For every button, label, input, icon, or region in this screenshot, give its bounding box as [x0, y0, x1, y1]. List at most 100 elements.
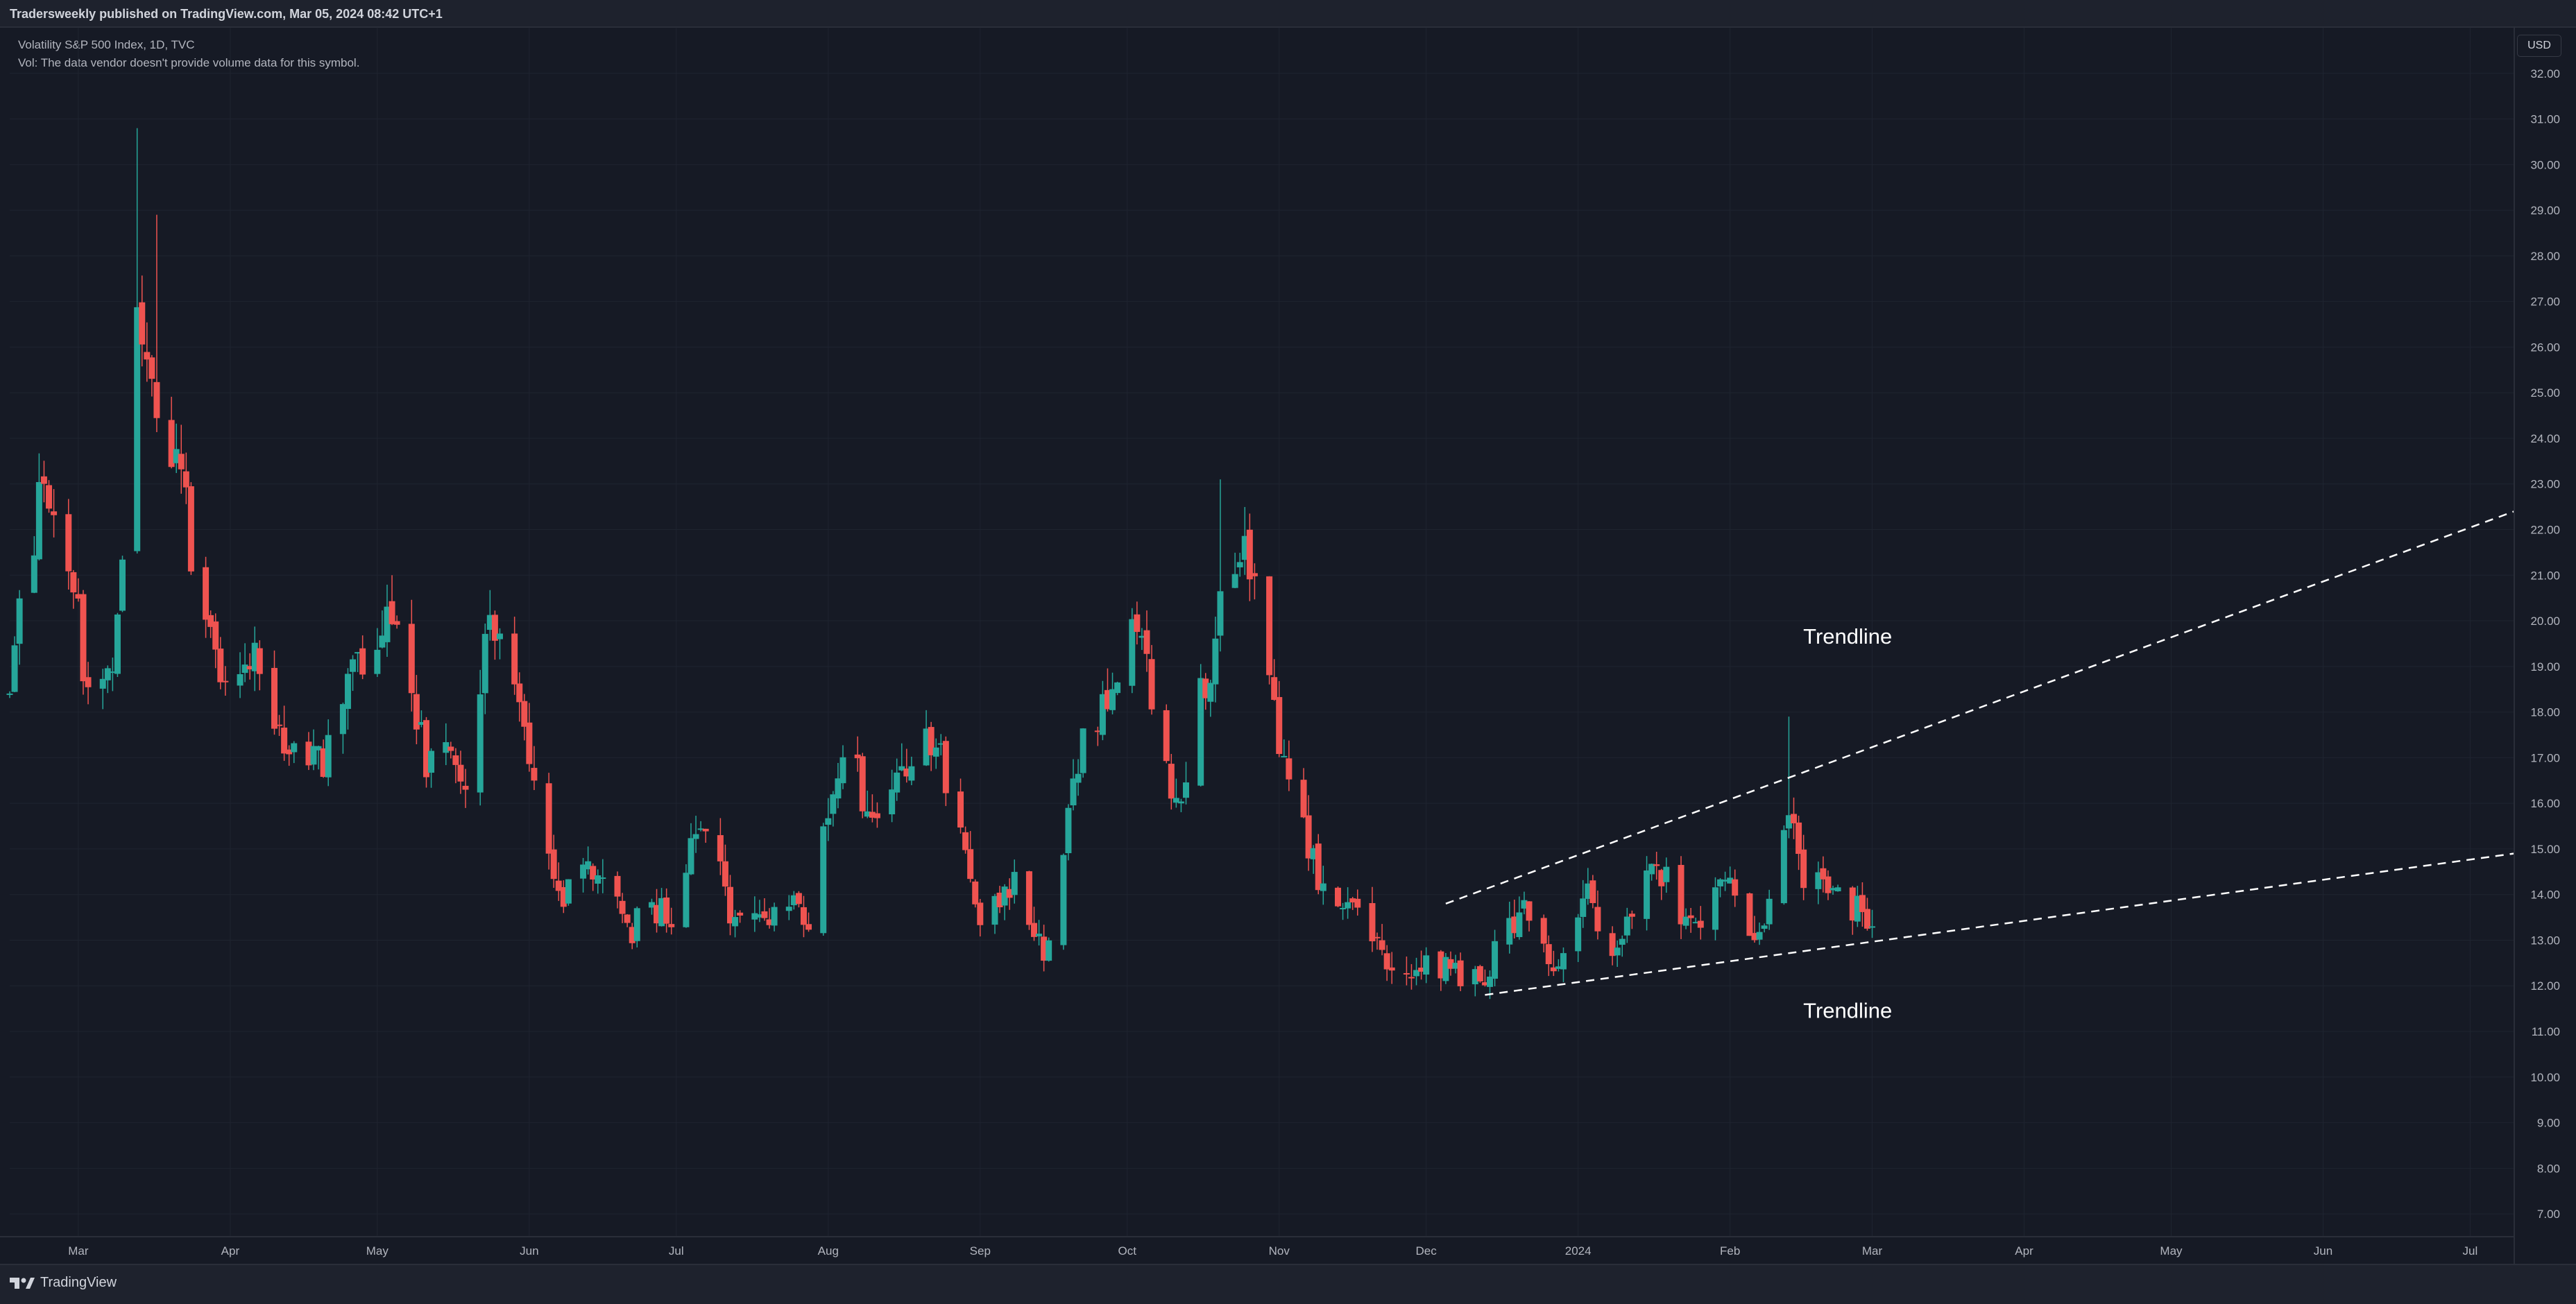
candle-body	[835, 778, 842, 799]
candle-body	[1114, 682, 1121, 694]
footer-bar: TradingView	[0, 1264, 2576, 1304]
candle-body	[1481, 982, 1488, 986]
candle-body	[413, 694, 420, 730]
candle-body	[957, 791, 964, 828]
price-tick-label: 27.00	[2530, 295, 2560, 309]
candle-body	[1863, 909, 1870, 929]
annotations: Trendline Trendline	[1803, 624, 1892, 1022]
symbol-title[interactable]: Volatility S&P 500 Index, 1D, TVC	[18, 38, 195, 51]
candle-body	[1320, 883, 1327, 891]
candle-body	[1340, 907, 1347, 909]
candle-body	[428, 750, 435, 773]
candle-body	[1374, 936, 1381, 938]
time-axis[interactable]: Mar Apr May Jun Jul Aug Sep Oct Nov Dec 2024 Feb Mar…	[68, 1244, 2477, 1258]
candle-body	[737, 912, 744, 916]
candle-body	[555, 880, 562, 891]
candle-body	[1516, 912, 1523, 938]
price-tick-label: 31.00	[2530, 113, 2560, 126]
candle-body	[114, 614, 121, 674]
candle-body	[668, 924, 675, 927]
candle-body	[187, 486, 194, 572]
candle-body	[1619, 938, 1626, 945]
candle-body	[1438, 951, 1444, 979]
candle-body	[864, 811, 871, 817]
time-tick-label: Feb	[1720, 1244, 1740, 1258]
candle-body	[1036, 934, 1043, 936]
candle-body	[702, 828, 709, 832]
candle-body	[408, 624, 415, 694]
candle-body	[1457, 960, 1464, 986]
candle-body	[1644, 870, 1650, 919]
candle-body	[1060, 855, 1067, 945]
price-axis[interactable]: 7.00 8.00 9.00 10.00 11.00 12.00 13.00 14.00 15.…	[2530, 67, 2560, 1221]
candle-body	[1305, 815, 1312, 859]
candle-body	[70, 572, 77, 593]
candle-body	[35, 482, 42, 560]
candle-body	[418, 722, 425, 725]
candle-body	[1070, 778, 1077, 806]
trendline-label: Trendline	[1803, 998, 1892, 1022]
candle-body	[1521, 900, 1528, 909]
candle-body	[477, 694, 484, 793]
time-tick-label: Aug	[818, 1244, 839, 1258]
vix-candlestick-chart[interactable]: Trendline Trendline 7.00 8.00 9.00 10.00 11.0…	[0, 28, 2576, 1264]
candle-body	[1266, 576, 1273, 676]
candle-body	[1452, 963, 1459, 969]
candle-body	[1231, 574, 1238, 588]
candle-body	[51, 511, 58, 515]
price-tick-label: 12.00	[2530, 979, 2560, 993]
price-tick-label: 22.00	[2530, 524, 2560, 537]
candle-body	[355, 652, 361, 654]
price-tick-label: 28.00	[2530, 250, 2560, 263]
candle-body	[898, 766, 905, 771]
candle-body	[1148, 659, 1155, 710]
trendline[interactable]	[1445, 511, 2515, 905]
tradingview-brand[interactable]: TradingView	[10, 1275, 117, 1291]
candle-body	[237, 674, 244, 686]
candle-body	[726, 886, 733, 924]
candle-body	[310, 746, 317, 765]
candle-body	[65, 514, 72, 572]
candle-body	[182, 471, 189, 488]
candle-body	[359, 648, 366, 675]
volume-note: Vol: The data vendor doesn't provide vol…	[18, 56, 360, 69]
candle-body	[6, 693, 13, 695]
candle-body	[46, 485, 53, 509]
trendlines[interactable]	[1445, 511, 2515, 996]
candle-body	[1555, 966, 1562, 969]
price-tick-label: 30.00	[2530, 158, 2560, 171]
candle-body	[1163, 710, 1170, 762]
candle-body	[805, 924, 812, 930]
candle-body	[447, 746, 454, 751]
price-tick-label: 23.00	[2530, 478, 2560, 491]
trendline[interactable]	[1485, 852, 2515, 996]
candle-body	[374, 649, 381, 674]
price-tick-label: 17.00	[2530, 751, 2560, 764]
price-tick-label: 19.00	[2530, 660, 2560, 674]
candle-body	[1472, 969, 1478, 985]
time-tick-label: Dec	[1416, 1244, 1438, 1258]
candle-body	[1129, 619, 1136, 686]
candle-body	[251, 642, 258, 671]
candle-body	[271, 667, 278, 729]
candle-body	[1628, 913, 1635, 917]
candle-body	[1550, 967, 1557, 972]
candle-body	[1104, 689, 1111, 710]
time-tick-label: May	[366, 1244, 389, 1258]
candle-body	[658, 898, 665, 927]
price-tick-label: 25.00	[2530, 386, 2560, 400]
candle-body	[1594, 907, 1601, 932]
candle-body	[688, 838, 694, 875]
candle-body	[717, 835, 724, 861]
currency-badge[interactable]: USD	[2517, 35, 2561, 57]
candle-body	[942, 741, 949, 793]
candle-body	[1545, 944, 1552, 965]
candle-body	[923, 728, 930, 766]
candle-body	[315, 746, 322, 750]
price-tick-label: 18.00	[2530, 706, 2560, 719]
candles	[6, 128, 1876, 1000]
candle-body	[320, 748, 327, 777]
candle-body	[869, 812, 876, 818]
candle-body	[109, 671, 116, 674]
candle-body	[203, 567, 210, 620]
